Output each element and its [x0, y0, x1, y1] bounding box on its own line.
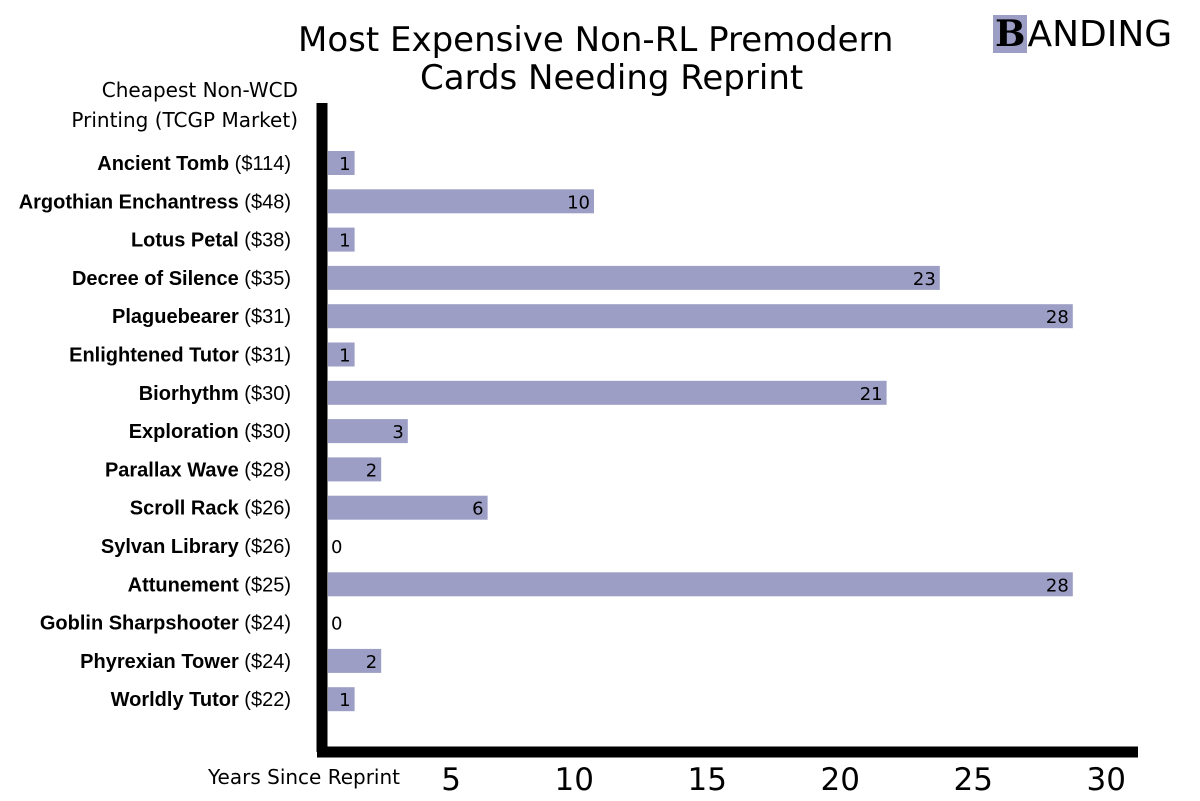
category-name: Lotus Petal: [131, 230, 244, 252]
category-label: Parallax Wave ($28): [105, 459, 291, 481]
x-tick-label: 15: [688, 762, 727, 798]
category-label: Ancient Tomb ($114): [97, 153, 291, 175]
y-axis-title: Cheapest Non-WCD Printing (TCGP Market): [71, 75, 298, 135]
category-label: Argothian Enchantress ($48): [19, 191, 291, 213]
data-label: 1: [339, 690, 350, 711]
x-tick-label: 30: [1087, 762, 1126, 798]
category-price: ($31): [244, 306, 291, 328]
category-name: Exploration: [129, 421, 245, 443]
category-price: ($24): [244, 651, 291, 673]
data-label: 10: [567, 192, 590, 213]
data-label: 1: [339, 154, 350, 175]
category-name: Enlightened Tutor: [69, 345, 244, 367]
bar: [328, 419, 408, 444]
category-name: Argothian Enchantress: [19, 191, 245, 213]
category-price: ($24): [244, 613, 291, 635]
chart-title-line-1: Most Expensive Non-RL Premodern: [298, 20, 894, 60]
category-price: ($35): [244, 268, 291, 290]
bar: [328, 265, 940, 290]
category-price: ($26): [244, 498, 291, 520]
category-price: ($28): [244, 459, 291, 481]
category-price: ($26): [244, 536, 291, 558]
data-label: 1: [339, 231, 350, 252]
category-name: Plaguebearer: [112, 306, 244, 328]
category-price: ($30): [244, 421, 291, 443]
data-label: 0: [331, 614, 342, 635]
y-axis-title-line-2: Printing (TCGP Market): [71, 108, 298, 132]
logo-text: ANDING: [1027, 14, 1173, 55]
logo-initial: B: [993, 13, 1028, 55]
category-price: ($48): [244, 191, 291, 213]
category-label: Goblin Sharpshooter ($24): [40, 613, 291, 635]
category-name: Scroll Rack: [130, 498, 245, 520]
category-label: Attunement ($25): [128, 574, 291, 596]
data-label: 6: [472, 499, 483, 520]
bar: [328, 495, 488, 520]
bar: [328, 227, 355, 252]
category-label: Worldly Tutor ($22): [111, 689, 291, 711]
category-price: ($22): [244, 689, 291, 711]
bar: [328, 151, 355, 175]
x-tick-label: 25: [954, 762, 993, 798]
category-name: Attunement: [128, 574, 245, 596]
bar: [328, 457, 382, 482]
category-name: Decree of Silence: [72, 268, 244, 290]
data-label: 28: [1046, 575, 1069, 596]
data-label: 23: [913, 269, 936, 290]
category-label: Plaguebearer ($31): [112, 306, 291, 328]
bar: [328, 572, 1073, 597]
x-axis-title: Years Since Reprint: [208, 765, 401, 789]
bar: [328, 304, 1073, 329]
category-name: Ancient Tomb: [97, 153, 234, 175]
category-price: ($25): [244, 574, 291, 596]
category-label: Enlightened Tutor ($31): [69, 345, 291, 367]
category-name: Parallax Wave: [105, 459, 244, 481]
y-axis-title-line-1: Cheapest Non-WCD: [101, 78, 298, 102]
chart-title-line-2: Cards Needing Reprint: [420, 58, 804, 98]
data-label: 2: [366, 460, 377, 481]
bar: [328, 687, 355, 712]
category-label: Scroll Rack ($26): [130, 498, 291, 520]
x-tick-label: 5: [441, 762, 461, 798]
category-label: Decree of Silence ($35): [72, 268, 291, 290]
category-label: Biorhythm ($30): [139, 383, 291, 405]
category-label: Sylvan Library ($26): [101, 536, 291, 558]
category-price: ($38): [244, 230, 291, 252]
bar: [328, 380, 887, 405]
bar: [328, 648, 382, 673]
bar: [328, 189, 594, 214]
data-label: 2: [366, 652, 377, 673]
category-price: ($30): [244, 383, 291, 405]
x-tick-label: 10: [555, 762, 594, 798]
category-name: Biorhythm: [139, 383, 245, 405]
banding-logo: BANDING: [993, 14, 1172, 55]
data-label: 3: [392, 422, 403, 443]
category-price: ($31): [244, 345, 291, 367]
category-name: Sylvan Library: [101, 536, 244, 558]
category-price: ($114): [235, 153, 291, 175]
x-tick-label: 20: [821, 762, 860, 798]
category-label: Exploration ($30): [129, 421, 291, 443]
bar: [328, 342, 355, 367]
data-label: 1: [339, 346, 350, 367]
data-label: 21: [860, 384, 883, 405]
category-name: Phyrexian Tower: [80, 651, 244, 673]
data-label: 0: [331, 537, 342, 558]
category-name: Goblin Sharpshooter: [40, 613, 244, 635]
category-label: Phyrexian Tower ($24): [80, 651, 291, 673]
category-label: Lotus Petal ($38): [131, 230, 291, 252]
data-label: 28: [1046, 307, 1069, 328]
category-name: Worldly Tutor: [111, 689, 245, 711]
